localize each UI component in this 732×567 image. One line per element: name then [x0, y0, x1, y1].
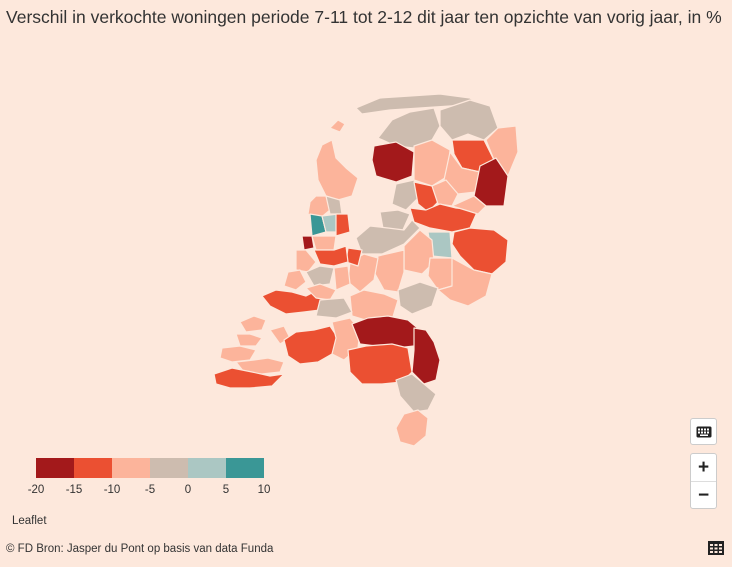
region-rivierenland[interactable] [349, 289, 399, 323]
region-den-bosch[interactable] [351, 315, 421, 349]
legend-swatches [36, 458, 276, 478]
region-goeree[interactable] [239, 315, 267, 333]
region-hoogeveen[interactable] [431, 179, 459, 207]
region-noord-beveland[interactable] [219, 345, 257, 363]
legend-ticks: -20 -15 -10 -5 0 5 10 [28, 484, 276, 504]
region-ede[interactable] [373, 249, 405, 293]
region-gooi[interactable] [335, 213, 351, 237]
region-gouda[interactable] [305, 265, 335, 287]
legend-swatch-2 [112, 458, 150, 478]
region-schouwen[interactable] [235, 333, 263, 347]
region-zeeuws-vlaanderen[interactable] [213, 367, 285, 389]
region-zwolle[interactable] [409, 203, 479, 233]
region-haarlem[interactable] [301, 235, 315, 251]
region-achterhoek[interactable] [437, 257, 493, 307]
region-alblasserwaard[interactable] [315, 297, 353, 319]
legend-swatch-4 [188, 458, 226, 478]
legend-tick-label: 0 [184, 484, 192, 496]
region-leiden[interactable] [295, 249, 317, 273]
legend: -20 -15 -10 -5 0 5 10 [28, 458, 276, 504]
legend-swatch-0 [36, 458, 74, 478]
legend-tick-label: -15 [65, 484, 83, 496]
region-twente[interactable] [451, 227, 509, 275]
region-venlo[interactable] [411, 327, 441, 385]
region-bergen-op-zoom[interactable] [283, 325, 339, 365]
region-wadden-west[interactable] [329, 119, 346, 133]
legend-tick-label: -5 [144, 484, 156, 496]
region-maastricht[interactable] [395, 409, 429, 447]
legend-tick-label: -10 [103, 484, 121, 496]
zoom-out-button[interactable]: − [697, 484, 710, 506]
region-noord-holland-north[interactable] [315, 139, 359, 201]
region-drechtsteden[interactable] [305, 283, 337, 301]
source-credit: © FD Bron: Jasper du Pont op basis van d… [6, 543, 274, 555]
leaflet-attribution[interactable]: Leaflet [12, 515, 47, 527]
region-salland[interactable] [451, 195, 487, 215]
legend-tick-label: 10 [257, 484, 271, 496]
region-drenthe-west[interactable] [391, 179, 421, 211]
region-leeuwarden[interactable] [371, 141, 415, 183]
legend-swatch-3 [150, 458, 188, 478]
table-icon[interactable] [708, 541, 724, 555]
map-title: Verschil in verkochte woningen periode 7… [6, 7, 722, 27]
region-flevoland[interactable] [355, 219, 421, 255]
legend-swatch-1 [74, 458, 112, 478]
region-alphen[interactable] [313, 245, 349, 267]
region-roermond[interactable] [395, 373, 437, 413]
region-den-haag[interactable] [283, 269, 307, 291]
legend-tick-label: 5 [222, 484, 230, 496]
region-amstelland[interactable] [311, 235, 337, 251]
legend-tick-label: -20 [27, 484, 45, 496]
zoom-in-button[interactable]: + [691, 454, 716, 482]
zoom-control: + − [690, 453, 717, 509]
legend-swatch-5 [226, 458, 264, 478]
region-arnhem[interactable] [397, 281, 439, 315]
region-woerden[interactable] [333, 265, 351, 291]
keyboard-icon[interactable] [690, 418, 717, 445]
